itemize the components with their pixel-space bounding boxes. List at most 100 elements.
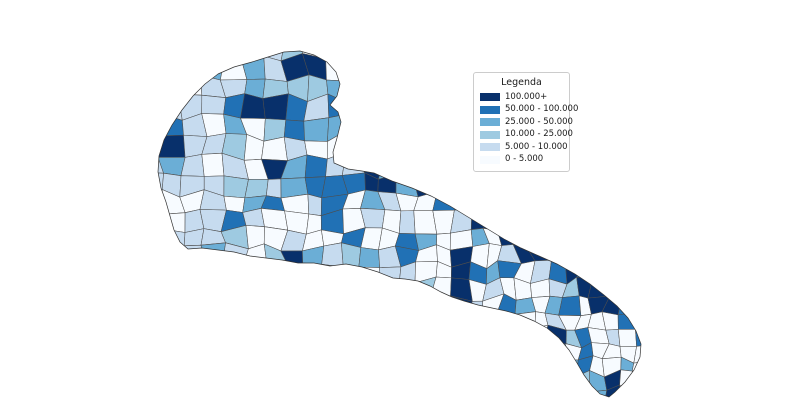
municipality-cell: [648, 209, 661, 234]
municipality-cell: [642, 262, 658, 286]
municipality-cell: [561, 245, 582, 269]
municipality-cell: [532, 190, 547, 215]
municipality-cell: [324, 387, 346, 397]
municipality-cell: [158, 294, 163, 315]
legend-title: Legenda: [501, 77, 542, 88]
municipality-cell: [200, 389, 228, 397]
municipality-cell: [378, 276, 400, 301]
municipality-cell: [397, 95, 416, 118]
map-legend: Legenda 100.000+ 50.000 - 100.000 25.000…: [473, 72, 578, 172]
municipality-cell: [261, 371, 284, 391]
municipality-cell: [243, 385, 268, 397]
municipality-cell: [158, 372, 162, 393]
legend-row-0-5k: 0 - 5.000: [480, 154, 563, 167]
municipality-cell: [497, 170, 517, 198]
municipality-cell: [447, 341, 469, 360]
municipality-cell: [602, 280, 623, 298]
municipality-cell: [177, 324, 207, 346]
municipality-cell: [262, 93, 289, 121]
municipality-cell: [302, 357, 325, 375]
municipality-cell: [432, 136, 452, 162]
municipality-cell: [320, 326, 346, 343]
municipality-cell: [647, 193, 660, 216]
municipality-cell: [340, 55, 366, 82]
municipality-cell: [158, 134, 186, 158]
municipality-cell: [546, 229, 565, 251]
municipality-cell: [498, 326, 519, 347]
municipality-cell: [395, 325, 421, 347]
municipality-cell: [631, 79, 641, 99]
municipality-cell: [282, 389, 310, 397]
municipality-cell: [592, 262, 604, 282]
municipality-cell: [529, 51, 551, 61]
municipality-cell: [285, 262, 303, 285]
municipality-cell: [303, 117, 330, 142]
municipality-cell: [642, 248, 662, 264]
municipality-cell: [358, 51, 384, 57]
municipality-cell: [221, 315, 246, 333]
municipality-cell: [498, 51, 522, 61]
municipality-cell: [560, 359, 579, 377]
municipality-cell: [601, 230, 620, 251]
municipality-cell: [504, 375, 520, 392]
municipality-cell: [448, 356, 473, 374]
municipality-cell: [643, 313, 661, 326]
municipality-cell: [413, 94, 435, 119]
municipality-cell: [399, 132, 422, 160]
municipality-cell: [430, 51, 452, 60]
municipality-cell: [618, 329, 637, 347]
municipality-cell: [514, 387, 535, 397]
municipality-cell: [615, 242, 634, 265]
municipality-cell: [647, 172, 661, 194]
municipality-cell: [179, 277, 208, 298]
municipality-cell: [650, 370, 661, 389]
municipality-cell: [432, 152, 452, 174]
municipality-cell: [547, 355, 562, 374]
municipality-cell: [242, 311, 270, 333]
municipality-cell: [617, 297, 638, 316]
municipality-cell: [204, 293, 228, 317]
municipality-cell: [545, 192, 562, 215]
municipality-cell: [358, 247, 380, 268]
municipality-cell: [158, 282, 163, 295]
municipality-cell: [464, 324, 489, 344]
municipality-cell: [432, 172, 453, 193]
municipality-cell: [360, 371, 384, 392]
municipality-cell: [655, 137, 671, 159]
municipality-cell: [412, 371, 439, 389]
municipality-cell: [644, 277, 661, 296]
municipality-cell: [656, 340, 675, 357]
municipality-cell: [266, 178, 282, 199]
municipality-cell: [621, 279, 636, 302]
municipality-cell: [650, 157, 661, 174]
municipality-cell: [158, 51, 160, 61]
municipality-cell: [482, 173, 503, 198]
municipality-cell: [159, 58, 182, 82]
municipality-cell: [631, 216, 641, 231]
municipality-cell: [470, 208, 488, 230]
legend-label-10k-25k: 10.000 - 25.000: [505, 129, 573, 140]
municipality-cell: [643, 76, 663, 100]
municipality-cell: [240, 51, 266, 60]
municipality-cell: [514, 328, 536, 347]
municipality-cell: [205, 263, 227, 284]
legend-row-5k-10k: 5.000 - 10.000: [480, 141, 568, 154]
municipality-cell: [376, 56, 400, 79]
municipality-cell: [397, 354, 418, 372]
municipality-cell: [615, 116, 638, 142]
municipality-cell: [482, 194, 499, 213]
municipality-cell: [222, 371, 247, 390]
municipality-cell: [381, 310, 400, 331]
municipality-cell: [629, 261, 641, 286]
municipality-cell: [203, 343, 223, 362]
municipality-cell: [320, 298, 346, 316]
municipality-cell: [282, 371, 310, 391]
municipality-cell: [589, 228, 606, 252]
municipality-cell: [560, 372, 577, 390]
municipality-cell: [398, 75, 416, 100]
municipality-cell: [365, 77, 380, 95]
municipality-cell: [378, 94, 403, 123]
municipality-cell: [307, 193, 322, 216]
municipality-cell: [481, 310, 503, 327]
municipality-cell: [481, 375, 506, 392]
